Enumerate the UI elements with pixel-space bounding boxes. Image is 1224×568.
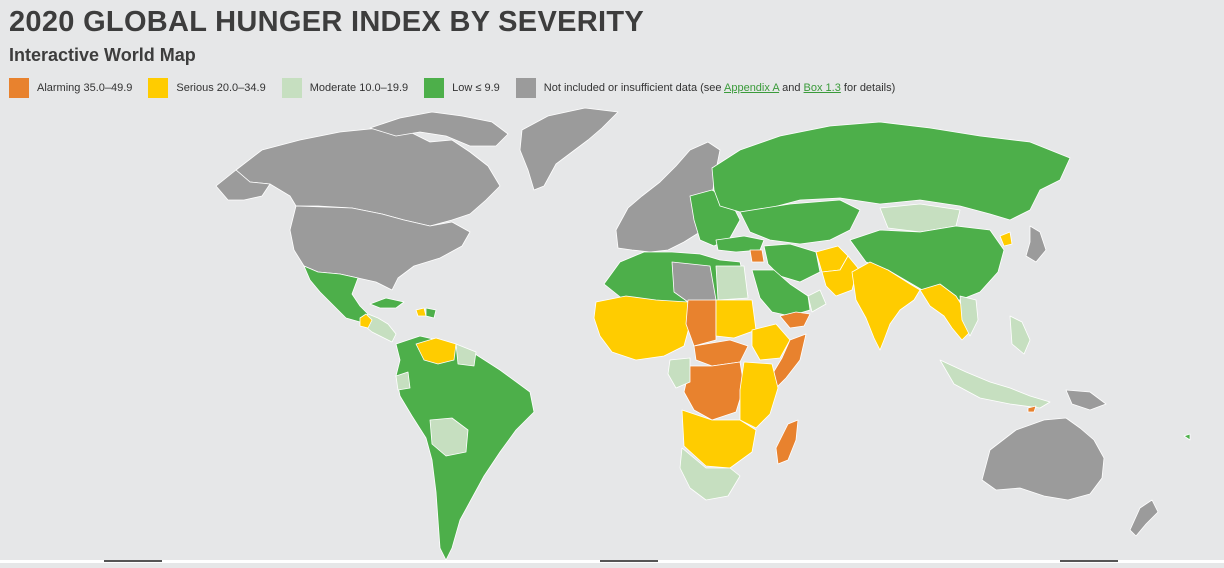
legend-swatch-serious xyxy=(148,78,169,98)
map-title: 2020 GLOBAL HUNGER INDEX BY SEVERITY xyxy=(9,6,644,38)
country-dominican-republic[interactable] xyxy=(425,307,437,319)
map-subtitle: Interactive World Map xyxy=(9,45,196,65)
world-map-svg[interactable] xyxy=(0,100,1224,563)
country-fiji[interactable] xyxy=(1183,433,1191,441)
country-canada-arctic-islands[interactable] xyxy=(369,111,509,147)
legend-label-serious: Serious 20.0–34.9 xyxy=(176,82,266,94)
bottom-tab-2 xyxy=(600,560,658,562)
country-guyana-suriname[interactable] xyxy=(455,343,477,367)
country-somalia[interactable] xyxy=(769,333,807,393)
country-haiti[interactable] xyxy=(415,307,427,317)
country-saudi-arabia[interactable] xyxy=(751,269,811,317)
country-north-korea[interactable] xyxy=(999,231,1013,247)
country-oman[interactable] xyxy=(807,289,827,313)
country-syria[interactable] xyxy=(749,249,765,263)
legend-item-low: Low ≤ 9.9 xyxy=(424,78,500,98)
country-ecuador[interactable] xyxy=(395,371,411,391)
legend-and-text: and xyxy=(782,82,801,94)
country-russia[interactable] xyxy=(711,121,1071,221)
country-papua-new-guinea[interactable] xyxy=(1065,389,1107,411)
region-gabon-cameroon[interactable] xyxy=(667,357,691,389)
country-new-zealand[interactable] xyxy=(1129,499,1159,537)
country-greenland[interactable] xyxy=(519,107,619,191)
bottom-tab-3 xyxy=(1060,560,1118,562)
legend-no-data-prefix: Not included or insufficient data (see xyxy=(543,82,722,94)
legend-label-moderate: Moderate 10.0–19.9 xyxy=(309,82,409,94)
region-southeast-asia[interactable] xyxy=(919,283,973,341)
appendix-a-link[interactable]: Appendix A xyxy=(724,82,780,94)
legend-item-moderate: Moderate 10.0–19.9 xyxy=(281,78,409,98)
country-chad[interactable] xyxy=(685,299,717,347)
country-cuba[interactable] xyxy=(369,297,405,309)
legend-swatch-alarming xyxy=(9,78,29,98)
country-vietnam[interactable] xyxy=(959,295,979,337)
legend-label-low: Low ≤ 9.9 xyxy=(452,82,500,94)
box-1-3-link[interactable]: Box 1.3 xyxy=(803,82,841,94)
country-guatemala[interactable] xyxy=(359,313,373,329)
legend-item-no-data: Not included or insufficient data (see A… xyxy=(515,78,895,98)
region-west-africa[interactable] xyxy=(593,295,691,361)
legend-label-alarming: Alarming 35.0–49.9 xyxy=(37,82,133,94)
country-dr-congo[interactable] xyxy=(683,361,745,421)
legend-item-serious: Serious 20.0–34.9 xyxy=(148,78,266,98)
bottom-tab-1 xyxy=(104,560,162,562)
world-map[interactable] xyxy=(0,100,1224,563)
legend-swatch-low xyxy=(424,78,445,98)
country-yemen[interactable] xyxy=(779,311,811,329)
legend-no-data-suffix: for details) xyxy=(843,82,896,94)
country-venezuela[interactable] xyxy=(415,337,457,365)
country-madagascar[interactable] xyxy=(775,419,799,465)
severity-legend: Alarming 35.0–49.9 Serious 20.0–34.9 Mod… xyxy=(9,78,911,98)
legend-item-alarming: Alarming 35.0–49.9 xyxy=(9,78,132,98)
region-east-africa[interactable] xyxy=(739,361,779,429)
country-bolivia[interactable] xyxy=(429,417,469,457)
country-philippines[interactable] xyxy=(1009,315,1031,355)
region-central-asia[interactable] xyxy=(739,199,861,245)
country-india[interactable] xyxy=(851,261,921,351)
legend-label-no-data: Not included or insufficient data (see A… xyxy=(544,82,895,94)
region-southern-africa-south[interactable] xyxy=(679,447,741,501)
country-egypt[interactable] xyxy=(715,265,749,301)
country-alaska[interactable] xyxy=(215,169,271,201)
country-timor-leste[interactable] xyxy=(1027,405,1037,413)
region-southern-africa-north[interactable] xyxy=(681,409,757,469)
country-australia[interactable] xyxy=(981,417,1105,501)
country-indonesia[interactable] xyxy=(939,359,1051,409)
legend-swatch-moderate xyxy=(281,78,302,98)
country-ethiopia[interactable] xyxy=(751,323,791,361)
country-sudan[interactable] xyxy=(715,299,757,339)
country-iran[interactable] xyxy=(763,243,821,283)
country-japan[interactable] xyxy=(1025,225,1047,263)
legend-swatch-no-data xyxy=(515,78,536,98)
